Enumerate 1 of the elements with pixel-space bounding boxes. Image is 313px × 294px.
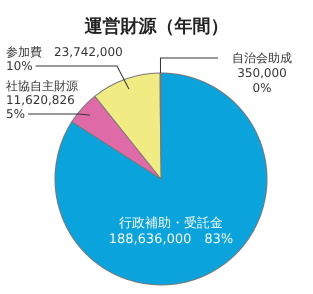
title: 運営財源（年間） [84, 16, 228, 37]
